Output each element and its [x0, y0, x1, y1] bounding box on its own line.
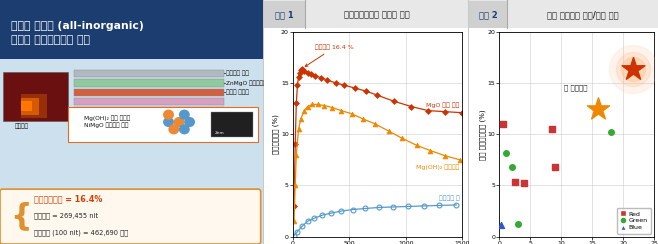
Text: ZnMgO 전하전달층: ZnMgO 전하전달층: [226, 80, 267, 86]
Circle shape: [174, 118, 184, 126]
Text: 최대양자효율 = 16.4%: 최대양자효율 = 16.4%: [34, 194, 103, 203]
FancyBboxPatch shape: [0, 189, 261, 244]
Text: 2nm: 2nm: [215, 131, 224, 135]
FancyBboxPatch shape: [469, 1, 507, 28]
FancyBboxPatch shape: [0, 0, 263, 59]
Text: Mg(OH)₂ 표면 처리된
NiMgO 나노입자 박막: Mg(OH)₂ 표면 처리된 NiMgO 나노입자 박막: [84, 115, 130, 128]
FancyBboxPatch shape: [469, 0, 658, 28]
Text: 세계 최고수준 효율/휘도 달성: 세계 최고수준 효율/휘도 달성: [547, 10, 619, 19]
FancyBboxPatch shape: [74, 98, 224, 105]
FancyBboxPatch shape: [74, 89, 224, 96]
Text: 투명전극: 투명전극: [14, 123, 28, 129]
Circle shape: [169, 125, 178, 134]
Text: 고효율 전무기 (all-inorganic)
양자점 전게발광소자 구현: 고효율 전무기 (all-inorganic) 양자점 전게발광소자 구현: [11, 21, 143, 45]
FancyBboxPatch shape: [265, 0, 468, 244]
Text: 결과 2: 결과 2: [479, 10, 497, 19]
Circle shape: [164, 118, 173, 126]
FancyBboxPatch shape: [21, 98, 39, 115]
Text: 양자점 발광층: 양자점 발광층: [226, 90, 249, 95]
FancyBboxPatch shape: [21, 94, 47, 118]
Circle shape: [164, 110, 173, 119]
FancyBboxPatch shape: [211, 112, 253, 137]
FancyBboxPatch shape: [265, 1, 305, 28]
Circle shape: [180, 110, 189, 119]
FancyBboxPatch shape: [74, 107, 224, 114]
FancyBboxPatch shape: [3, 72, 68, 121]
Circle shape: [180, 125, 189, 134]
Text: 투명전극: 투명전극: [226, 108, 240, 113]
FancyBboxPatch shape: [74, 79, 224, 87]
FancyBboxPatch shape: [21, 101, 32, 111]
FancyBboxPatch shape: [68, 107, 258, 142]
FancyBboxPatch shape: [469, 0, 658, 244]
FancyBboxPatch shape: [74, 70, 224, 77]
Text: {: {: [11, 202, 32, 230]
Text: 반감수명 (100 nit) = 462,690 시간: 반감수명 (100 nit) = 462,690 시간: [34, 229, 128, 236]
Text: 최대휘도 = 269,455 nit: 최대휘도 = 269,455 nit: [34, 213, 98, 219]
Text: 알루미늄 전극: 알루미늄 전극: [226, 71, 249, 76]
Circle shape: [185, 118, 194, 126]
Text: 결과 1: 결과 1: [276, 10, 294, 19]
Text: 외부양자효율의 가시적 향상: 외부양자효율의 가시적 향상: [343, 10, 409, 19]
FancyBboxPatch shape: [265, 0, 468, 28]
FancyBboxPatch shape: [0, 0, 263, 244]
